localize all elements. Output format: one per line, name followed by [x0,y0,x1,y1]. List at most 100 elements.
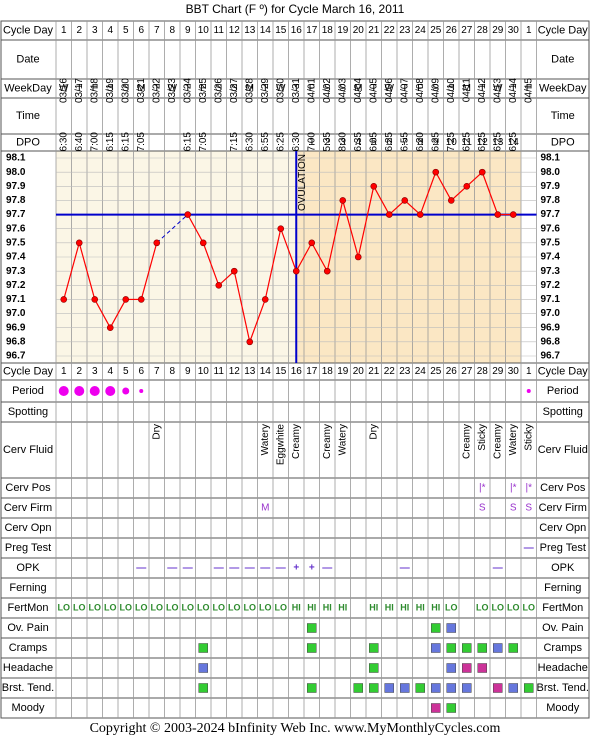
fertmon-cell: LO [244,602,257,612]
cycle-day-bottom: 17 [306,366,318,377]
row-label-date: Date [16,53,39,65]
temp-point [463,182,471,190]
time-cell: 7:00 [306,132,317,152]
cerv-fluid-cell: Watery [260,424,271,455]
cerv-firm-cell: M [261,503,269,514]
period-dot [74,386,85,396]
date-cell: 04/11 [461,78,472,103]
dpo-cell: 11 [462,137,473,148]
cycle-day-bottom: 26 [446,366,458,377]
weekday-cell: S [432,83,439,94]
cramps-marker [307,643,317,653]
cycle-day-top: 28 [477,25,489,36]
brst-tend-marker [508,683,518,693]
brst-tend-marker [369,683,379,693]
fertmon-cell: LO [445,602,458,612]
y-tick-label: 97.6 [6,223,26,234]
cycle-day-top: 23 [399,25,411,36]
opk-cell: — [245,563,255,574]
temp-point [215,281,223,289]
cycle-day-top: 5 [123,25,129,36]
temp-point [339,197,347,204]
time-cell: 6:25 [461,132,472,152]
brst-tend-marker [198,683,208,693]
row-label-dpo: DPO [16,136,40,148]
row-label-right-dpo: DPO [551,136,575,148]
time-cell: 7:05 [198,132,209,152]
temp-segment [388,199,406,216]
date-cell: 03/17 [74,78,85,103]
row-label-right-cramps: Cramps [543,642,582,654]
row-label-right-weekday: WeekDay [539,82,587,94]
fertmon-cell: LO [523,602,536,612]
fertmon-cell: LO [58,602,71,612]
cycle-day-bottom: 1 [526,366,532,377]
y-tick-label-right: 96.9 [541,322,561,333]
time-cell: 6:30 [58,132,69,152]
cycle-day-top: 18 [322,25,334,36]
row-label-right-fertmon: FertMon [542,602,583,614]
period-dot [105,386,116,396]
row-label-period: Period [12,385,44,397]
date-cell: 03/28 [244,78,255,103]
cycle-day-bottom: 7 [154,366,160,377]
cycle-day-bottom: 2 [76,366,82,377]
dpo-cell: 7 [402,137,408,148]
temp-point [292,267,300,275]
fertmon-cell: HI [307,602,316,612]
row-label-preg-test: Preg Test [5,542,51,554]
time-cell: 6:25 [275,132,286,152]
cycle-day-top: 19 [337,25,349,36]
date-cell: 04/15 [523,78,534,103]
temp-point [75,239,83,247]
cerv-fluid-cell: Dry [151,424,162,440]
ov-pain-marker [307,623,317,633]
row-label-ov-pain: Ov. Pain [7,622,48,634]
cycle-day-top: 20 [353,25,365,36]
dpo-cell: 5 [371,137,377,148]
cramps-marker [493,643,503,653]
cycle-day-bottom: 16 [291,366,303,377]
row-label-headache: Headache [3,662,53,674]
opk-cell: — [183,563,193,574]
fertmon-cell: HI [385,602,394,612]
weekday-cell: M [246,83,254,94]
cerv-fluid-cell: Creamy [322,424,333,459]
date-cell: 03/22 [151,78,162,103]
weekday-cell: T [510,83,516,94]
cycle-day-top: 10 [198,25,210,36]
date-cell: 03/29 [260,78,271,103]
dpo-cell: 3 [340,137,346,148]
row-label-right-moody: Moody [546,702,580,714]
weekday-cell: T [293,83,299,94]
time-cell: 6:25 [384,132,395,152]
weekday-cell: W [168,83,178,94]
temp-point [385,211,393,218]
y-tick-label-right: 97.0 [541,308,561,319]
headache-marker [369,663,379,673]
row-label-cramps: Cramps [9,642,48,654]
row-label-right-preg-test: Preg Test [540,542,586,554]
period-dot [526,389,531,393]
time-cell: 6:55 [260,132,271,152]
cycle-day-top: 27 [461,25,473,36]
brst-tend-marker [307,683,317,693]
row-label-cerv-fluid: Cerv Fluid [3,444,53,456]
period-dot [89,386,100,396]
time-cell: 8:30 [337,132,348,152]
weekday-cell: W [385,83,395,94]
date-cell: 04/05 [368,78,379,103]
fertmon-cell: LO [135,602,148,612]
cycle-day-top: 12 [229,25,241,36]
cycle-day-bottom: 29 [492,366,504,377]
copyright-footer: Copyright © 2003-2024 bInfinity Web Inc.… [90,721,501,736]
headache-marker [198,663,208,673]
cycle-day-top: 29 [492,25,504,36]
cycle-day-top: 16 [291,25,303,36]
brst-tend-marker [446,683,456,693]
brst-tend-marker [415,683,425,693]
temp-segment [187,214,204,244]
weekday-cell: W [276,83,286,94]
y-tick-label: 96.8 [6,336,26,347]
